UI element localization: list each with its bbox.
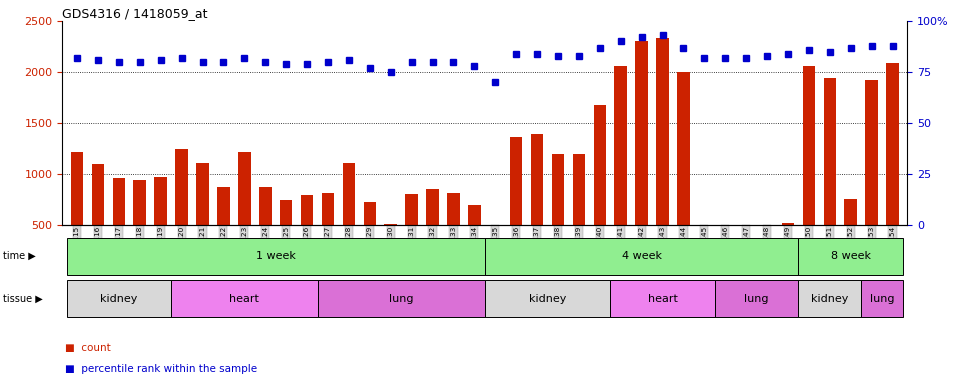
- Text: lung: lung: [389, 293, 414, 304]
- Bar: [343, 162, 355, 276]
- Bar: [405, 194, 418, 276]
- Bar: [614, 66, 627, 276]
- Text: GDS4316 / 1418059_at: GDS4316 / 1418059_at: [62, 7, 208, 20]
- Bar: [636, 41, 648, 276]
- Text: time ▶: time ▶: [3, 251, 36, 261]
- Bar: [698, 255, 710, 276]
- Text: ■  count: ■ count: [65, 343, 111, 353]
- Bar: [719, 255, 732, 276]
- Bar: [447, 193, 460, 276]
- Bar: [318, 280, 485, 317]
- Bar: [171, 280, 318, 317]
- Bar: [66, 280, 171, 317]
- Bar: [715, 280, 799, 317]
- Text: kidney: kidney: [100, 293, 137, 304]
- Bar: [861, 280, 903, 317]
- Bar: [781, 223, 794, 276]
- Bar: [176, 149, 188, 276]
- Text: heart: heart: [229, 293, 259, 304]
- Bar: [112, 178, 125, 276]
- Bar: [280, 200, 293, 276]
- Bar: [384, 223, 397, 276]
- Bar: [531, 134, 543, 276]
- Bar: [133, 180, 146, 276]
- Text: tissue ▶: tissue ▶: [3, 293, 42, 303]
- Bar: [799, 280, 861, 317]
- Bar: [572, 154, 586, 276]
- Bar: [865, 80, 878, 276]
- Text: 1 week: 1 week: [255, 251, 296, 262]
- Bar: [824, 78, 836, 276]
- Text: 8 week: 8 week: [830, 251, 871, 262]
- Bar: [238, 152, 251, 276]
- Bar: [71, 152, 84, 276]
- Bar: [66, 238, 485, 275]
- Bar: [799, 238, 903, 275]
- Bar: [886, 63, 899, 276]
- Bar: [322, 193, 334, 276]
- Bar: [91, 164, 105, 276]
- Bar: [485, 238, 799, 275]
- Bar: [657, 38, 669, 276]
- Text: lung: lung: [870, 293, 895, 304]
- Bar: [468, 205, 481, 276]
- Text: 4 week: 4 week: [622, 251, 661, 262]
- Text: lung: lung: [744, 293, 769, 304]
- Bar: [677, 72, 689, 276]
- Bar: [196, 162, 208, 276]
- Bar: [611, 280, 715, 317]
- Bar: [761, 254, 774, 276]
- Bar: [552, 154, 564, 276]
- Bar: [845, 199, 857, 276]
- Bar: [217, 187, 229, 276]
- Text: kidney: kidney: [811, 293, 849, 304]
- Text: kidney: kidney: [529, 293, 566, 304]
- Bar: [426, 189, 439, 276]
- Bar: [364, 202, 376, 276]
- Text: heart: heart: [648, 293, 678, 304]
- Bar: [485, 280, 611, 317]
- Text: ■  percentile rank within the sample: ■ percentile rank within the sample: [65, 364, 257, 374]
- Bar: [259, 187, 272, 276]
- Bar: [740, 255, 753, 276]
- Bar: [510, 137, 522, 276]
- Bar: [593, 104, 606, 276]
- Bar: [300, 195, 313, 276]
- Bar: [803, 66, 815, 276]
- Bar: [155, 177, 167, 276]
- Bar: [489, 265, 501, 276]
